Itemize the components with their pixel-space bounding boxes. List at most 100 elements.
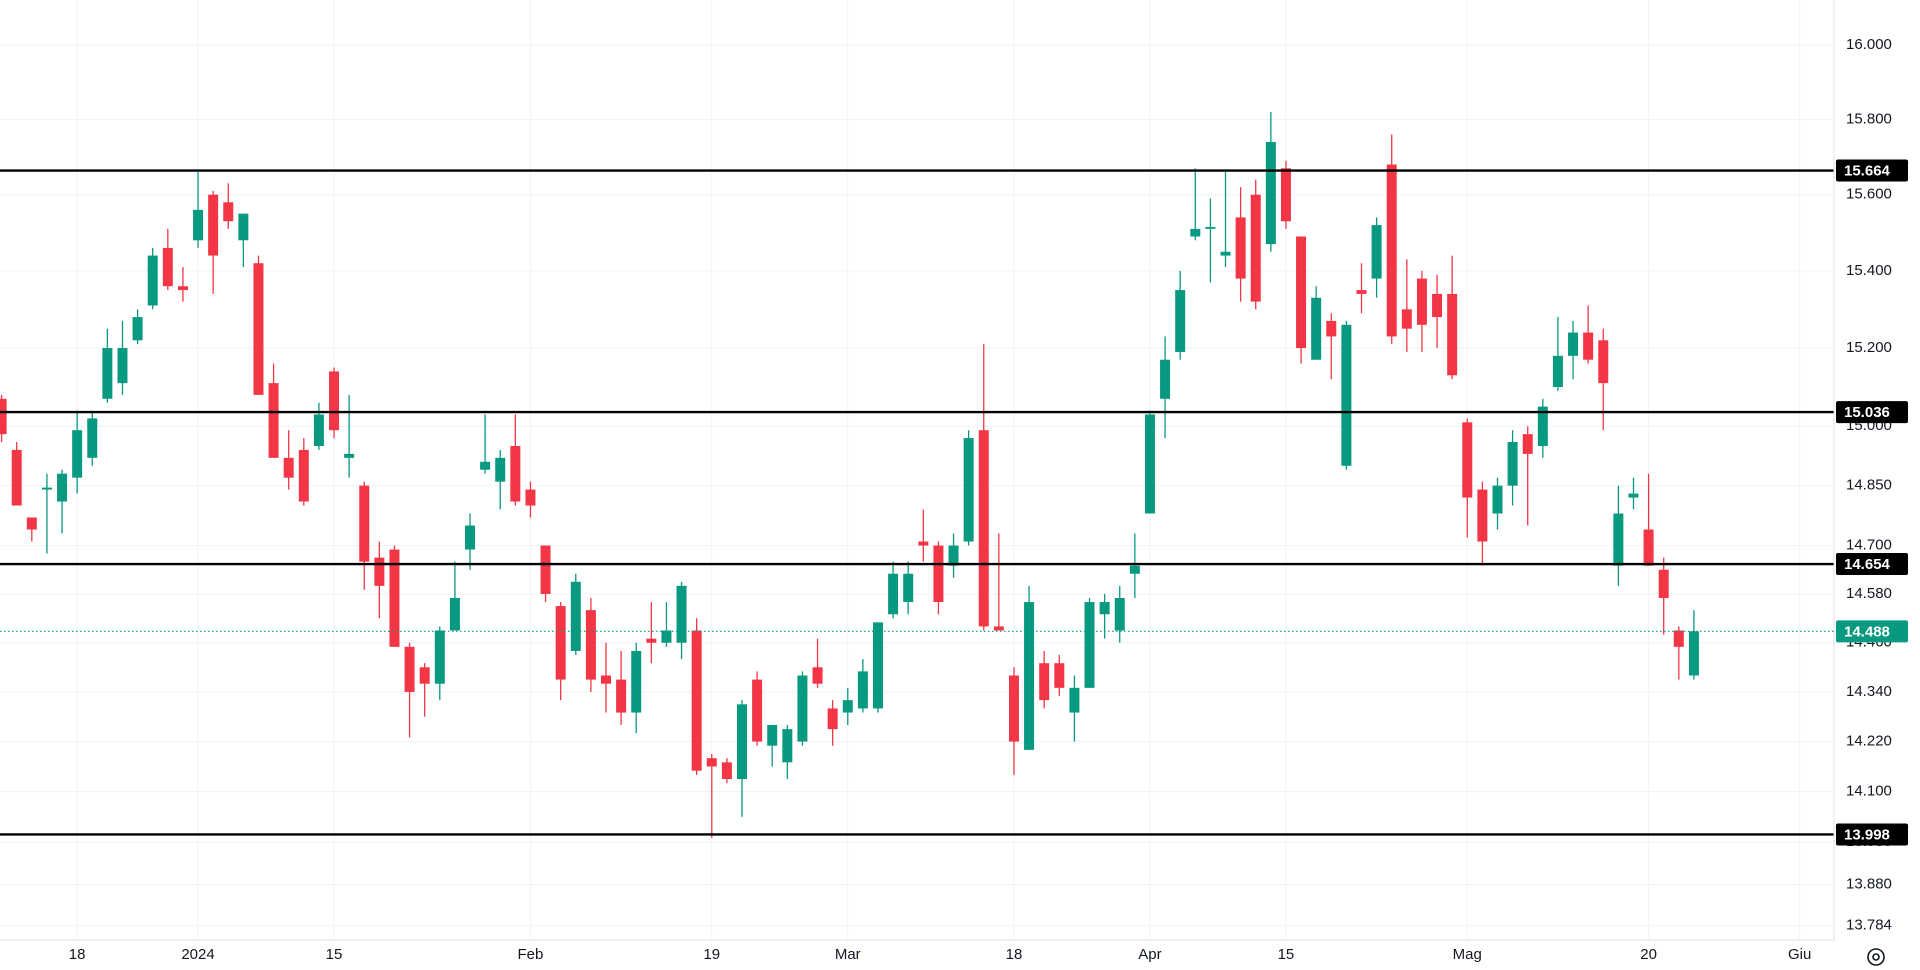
candle-body (298, 449, 309, 502)
candle-body (691, 630, 702, 771)
y-tick-label: 13.880 (1846, 875, 1892, 892)
levels-layer (0, 169, 1834, 836)
candle-body (1114, 597, 1125, 631)
candle-body (41, 487, 52, 490)
candle-body (389, 549, 400, 647)
candle-body (1250, 194, 1261, 302)
level-label-bg (1836, 159, 1908, 182)
y-tick-label: 15.400 (1846, 262, 1892, 279)
candle-body (26, 517, 37, 530)
candle-body (601, 675, 611, 684)
candle-body (978, 430, 989, 627)
level-label-bg (1836, 401, 1908, 424)
candle-body (238, 213, 249, 241)
candle-body (57, 473, 68, 502)
candle-body (1507, 442, 1518, 486)
candle-body (1205, 226, 1216, 229)
candle-body (767, 724, 778, 746)
settings-gear[interactable] (1867, 948, 1885, 966)
level-label: 15.664 (1844, 162, 1891, 179)
candle-body (465, 525, 476, 550)
candle-body (1598, 340, 1609, 384)
candle-body (1311, 297, 1322, 360)
candle-body (253, 263, 264, 395)
settings-icon[interactable] (1867, 948, 1885, 966)
candle-body (933, 545, 944, 603)
candle-body (540, 545, 551, 594)
y-tick-label: 15.200 (1846, 339, 1892, 356)
candle-body (1416, 278, 1427, 325)
last-price-label: 14.488 (1844, 623, 1890, 640)
candle-body (495, 457, 506, 482)
candle-body (963, 438, 974, 542)
y-tick-label: 16.000 (1846, 36, 1892, 53)
candle-body (555, 606, 566, 680)
candle-body (1462, 422, 1473, 498)
candle-body (646, 638, 657, 643)
candle-body (1326, 320, 1337, 337)
candle-body (857, 671, 868, 709)
candle-body (1537, 406, 1548, 446)
level-label: 15.036 (1844, 404, 1890, 421)
candle-body (1144, 414, 1155, 514)
level-label-bg (1836, 553, 1908, 576)
candle-body (1477, 489, 1488, 542)
candle-body (1280, 168, 1291, 222)
y-tick-label: 15.800 (1846, 110, 1892, 127)
candle-body (1341, 324, 1352, 466)
labels-layer: 15.664 15.036 14.654 13.998 14.488 (1836, 159, 1908, 846)
candle-body (1160, 359, 1171, 399)
x-tick-label: 18 (1006, 946, 1023, 963)
candle-body (1658, 569, 1669, 598)
candle-body (1371, 225, 1382, 279)
candle-body (132, 317, 143, 341)
candle-body (480, 461, 491, 470)
candle-body (117, 348, 128, 384)
y-tick-label: 14.850 (1846, 477, 1892, 494)
candle-body (827, 708, 838, 730)
settings-gear-center[interactable] (1872, 953, 1880, 961)
y-tick-label: 14.340 (1846, 683, 1892, 700)
candle-body (1265, 141, 1276, 245)
candle-body (0, 398, 7, 435)
candle-body (1099, 602, 1110, 615)
candle-body (87, 418, 98, 458)
candle-body (1386, 164, 1397, 337)
candle-body (1129, 565, 1140, 574)
candle-body (631, 650, 642, 713)
candle-body (1054, 663, 1065, 688)
candle-body (585, 610, 596, 680)
candle-body (344, 453, 355, 458)
candle-body (1628, 493, 1639, 498)
candle-body (1356, 290, 1367, 294)
x-tick-label: Mag (1453, 946, 1482, 963)
candle-body (1008, 675, 1019, 742)
grid-layer: 16.00015.80015.60015.40015.20015.00014.8… (0, 0, 1892, 963)
candle-body (11, 449, 22, 506)
candle-body (676, 585, 687, 643)
candle-body (313, 414, 324, 446)
candle-body (208, 194, 219, 256)
candle-body (1039, 663, 1050, 701)
x-tick-label: Feb (518, 946, 544, 963)
candle-body (1643, 529, 1654, 566)
candle-body (1401, 309, 1412, 329)
candle-body (736, 704, 747, 780)
candle-body (147, 255, 158, 306)
candle-body (616, 679, 627, 713)
candle-body (268, 383, 279, 458)
candle-body (706, 758, 717, 767)
level-label-bg (1836, 823, 1908, 846)
candle-body (193, 209, 204, 241)
x-tick-label: 2024 (181, 946, 214, 963)
candle-body (1522, 434, 1533, 454)
candle-body (842, 700, 853, 713)
candle-body (918, 541, 929, 546)
candle-body (1447, 293, 1458, 376)
candle-body (1084, 602, 1095, 688)
candle-body (329, 371, 340, 431)
candle-body (1190, 228, 1201, 237)
